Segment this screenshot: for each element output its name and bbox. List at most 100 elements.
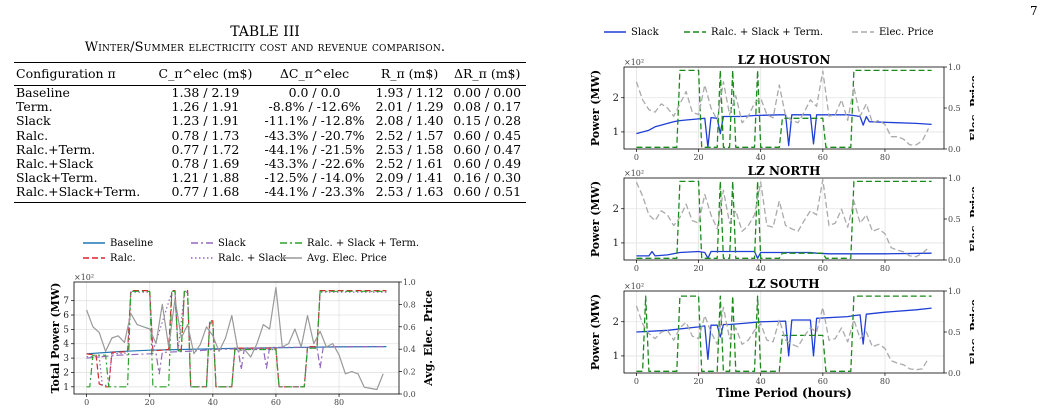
series-line — [86, 290, 387, 388]
y2-tick-label: 0.0 — [948, 145, 961, 154]
y-axis-label: Power (MW) — [589, 181, 602, 257]
x-tick-label: 20 — [145, 398, 155, 406]
x-tick-label: 0 — [634, 153, 639, 162]
series-line — [635, 305, 930, 371]
series-line — [636, 69, 932, 148]
y-tick-label: 2 — [613, 204, 619, 215]
table-cell: 1.23 / 1.91 — [171, 113, 240, 129]
table-cell: 2.08 / 1.40 — [375, 113, 444, 129]
table-cell: Ralc.+Term. — [16, 141, 96, 157]
y-axis-label: Power (MW) — [589, 70, 602, 146]
chart-title: LZ HOUSTON — [738, 53, 831, 67]
table-cell: 0.77 / 1.68 — [152, 185, 259, 203]
col-revenue-header: R_π (m$) — [370, 62, 449, 86]
table-number: TABLE III — [230, 24, 300, 40]
table-header-row: Configuration π C_π^elec (m$) ΔC_π^elec R_π… — [14, 62, 526, 86]
legend-label: Slack — [218, 238, 247, 249]
x-tick-label: 40 — [756, 153, 766, 162]
lz-houston-plot: 0 20 40 60 80 1 2 0.0 0.5 1.0 ×10² LZ HOUSTON Power … — [589, 53, 974, 162]
axis-multiplier: ×10² — [624, 282, 644, 291]
col-delta-cost-header: ΔC_π^elec — [258, 62, 371, 86]
series-line — [636, 114, 932, 148]
y-axis-label: Power (MW) — [589, 294, 602, 370]
x-tick-label: 0 — [84, 398, 89, 406]
table-cell: 2.52 / 1.61 — [375, 156, 444, 172]
col-configuration-header: Configuration π — [14, 62, 153, 86]
table-cell: -44.1% / -21.5% — [264, 141, 365, 157]
y2-tick-label: 1.0 — [948, 174, 961, 183]
table-cell: -44.1% / -23.3% — [258, 185, 371, 203]
table-body: Baseline 1.38 / 2.19 0.0 / 0.0 1.93 / 1.12 0… — [14, 86, 526, 203]
x-tick-label: 20 — [693, 377, 703, 386]
y2-tick-label: 1.0 — [948, 63, 961, 72]
chart-title: LZ SOUTH — [748, 277, 819, 291]
y-tick-label: 6 — [63, 311, 69, 321]
table-cell: 1.38 / 2.19 — [171, 85, 240, 100]
col-delta-revenue-header: ΔR_π (m$) — [448, 62, 526, 86]
page-number: 7 — [1030, 4, 1038, 18]
legend-label: Ralc. + Slack — [218, 253, 287, 264]
y2-tick-label: 0.8 — [403, 300, 416, 309]
table-cell: 0.0 / 0.0 — [288, 85, 341, 100]
y-tick-label: 5 — [63, 325, 69, 335]
y2-tick-label: 0.5 — [948, 328, 961, 337]
y2-tick-label: 1.0 — [948, 287, 961, 296]
axis-multiplier: ×10² — [74, 273, 94, 282]
y-tick-label: 1 — [63, 383, 69, 393]
cost-revenue-table: Configuration π C_π^elec (m$) ΔC_π^elec R_π… — [14, 62, 526, 203]
table-cell: -8.8% / -12.6% — [268, 99, 361, 115]
table-cell: 0.78 / 1.69 — [171, 156, 240, 172]
table-cell: 2.52 / 1.57 — [375, 127, 444, 143]
series-line — [86, 290, 387, 388]
x-tick-label: 40 — [756, 377, 766, 386]
x-tick-label: 0 — [634, 377, 639, 386]
total-power-plot: 0 20 40 60 80 1 2 3 4 5 6 7 0.0 0.2 0.4 0.6 0.8 1.0 ×10² To… — [50, 273, 435, 406]
table-cell: 0.77 / 1.72 — [171, 141, 240, 157]
lz-north-plot: 0 20 40 60 80 1 2 0.0 0.5 1.0 ×10² LZ NORTH Power (M… — [589, 164, 974, 273]
series-line — [86, 287, 384, 391]
table-cell: 2.53 / 1.58 — [375, 141, 444, 157]
legend-label: Avg. Elec. Price — [306, 253, 387, 264]
x-tick-label: 60 — [271, 398, 281, 406]
y2-axis-label: Avg. Elec. Price — [422, 290, 435, 387]
y-tick-label: 7 — [63, 297, 69, 307]
table-cell: 1.26 / 1.91 — [171, 99, 240, 115]
plot-frame — [73, 281, 400, 395]
table-cell: 0.60 / 0.47 — [453, 141, 522, 157]
x-tick-label: 20 — [693, 153, 703, 162]
series-line — [636, 307, 932, 360]
table-cell: Ralc. — [16, 127, 49, 143]
zones-legend: Slack Ralc. + Slack + Term. Elec. Price — [604, 27, 934, 38]
y-tick-label: 1 — [613, 238, 619, 249]
table-row: Ralc.+Term. 0.77 / 1.72 -44.1% / -21.5% 2.5… — [14, 141, 526, 157]
table-row: Term. 1.26 / 1.91 -8.8% / -12.6% 2.01 / 1.2… — [14, 100, 526, 114]
legend-label: Elec. Price — [879, 27, 934, 38]
table-cell: 0.60 / 0.45 — [453, 127, 522, 143]
table-cell: 1.21 / 1.88 — [171, 170, 240, 186]
col-elec-cost-header: C_π^elec (m$) — [152, 62, 259, 86]
y2-tick-label: 0.6 — [403, 323, 416, 332]
legend-label: Slack — [631, 27, 660, 38]
series-line — [635, 178, 929, 258]
y-axis-label: Total Power (MW) — [50, 283, 62, 394]
series-line — [86, 346, 387, 355]
series-line — [635, 70, 930, 146]
y-tick-label: 2 — [613, 317, 619, 328]
y2-tick-label: 0.0 — [403, 390, 416, 399]
legend-label: Baseline — [110, 238, 153, 249]
table-cell: 0.60 / 0.49 — [453, 156, 522, 172]
table-cell: 1.93 / 1.12 — [375, 85, 444, 100]
table-cell: Baseline — [16, 85, 70, 100]
y2-tick-label: 0.5 — [948, 104, 961, 113]
table-cell: Slack+Term. — [16, 170, 98, 186]
table-cell: 0.16 / 0.30 — [453, 170, 522, 186]
table-cell: 0.00 / 0.00 — [453, 85, 522, 100]
table-row: Baseline 1.38 / 2.19 0.0 / 0.0 1.93 / 1.12 0… — [14, 86, 526, 101]
x-tick-label: 0 — [634, 264, 639, 273]
x-tick-label: 40 — [756, 264, 766, 273]
y2-axis-label: Elec. Price — [968, 186, 974, 252]
y-tick-label: 3 — [63, 354, 69, 364]
axis-multiplier: ×10² — [624, 58, 644, 67]
legend-label: Ralc. + Slack + Term. — [711, 27, 823, 38]
x-tick-label: 60 — [818, 153, 828, 162]
